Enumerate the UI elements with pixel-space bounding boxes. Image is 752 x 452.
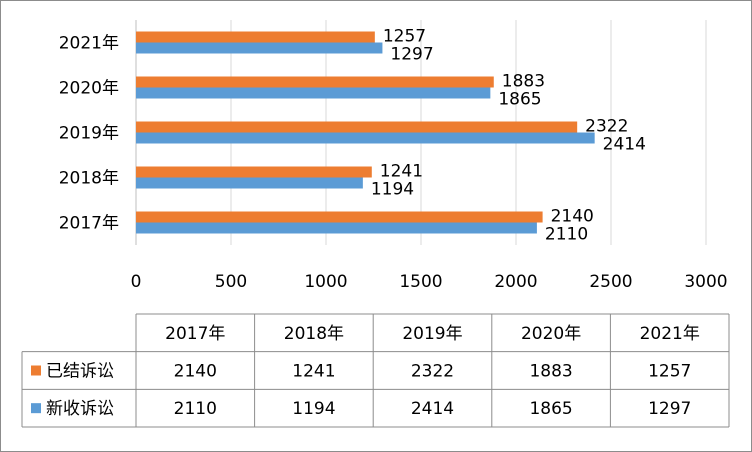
- bar-closed: [136, 166, 372, 178]
- y-tick-label: 2018年: [59, 169, 119, 189]
- table-header-cell: 2021年: [640, 324, 700, 344]
- x-tick-label: 500: [215, 272, 247, 292]
- x-tick-label: 3000: [684, 272, 727, 292]
- bar-new: [136, 42, 383, 54]
- data-label: 2322: [585, 117, 628, 137]
- bar-new: [136, 132, 595, 144]
- table-value-cell: 1297: [648, 399, 691, 419]
- table-value-cell: 1865: [529, 399, 572, 419]
- data-label: 1883: [502, 72, 545, 92]
- legend-label: 新收诉讼: [46, 399, 114, 419]
- table-header-cell: 2019年: [402, 324, 462, 344]
- table-value-cell: 1241: [292, 362, 335, 382]
- x-tick-label: 1500: [399, 272, 442, 292]
- table-header-cell: 2017年: [165, 324, 225, 344]
- table-value-cell: 1194: [292, 399, 335, 419]
- x-tick-label: 1000: [304, 272, 347, 292]
- data-label: 1241: [380, 162, 423, 182]
- bar-new: [136, 87, 491, 99]
- data-label: 2140: [551, 207, 594, 227]
- x-tick-label: 0: [131, 272, 142, 292]
- table-value-cell: 1883: [529, 362, 572, 382]
- data-label: 1865: [498, 90, 541, 110]
- data-label: 2110: [545, 225, 588, 245]
- legend-label: 已结诉讼: [46, 362, 114, 382]
- y-tick-label: 2021年: [59, 34, 119, 54]
- table-header-cell: 2018年: [284, 324, 344, 344]
- legend-key: [31, 403, 41, 414]
- legend-key: [31, 365, 41, 376]
- y-tick-label: 2019年: [59, 124, 119, 144]
- table-value-cell: 2322: [411, 362, 454, 382]
- bar-closed: [136, 76, 494, 88]
- data-label: 1194: [371, 180, 414, 200]
- data-label: 2414: [603, 135, 646, 155]
- y-tick-label: 2020年: [59, 79, 119, 99]
- bar-new: [136, 222, 537, 234]
- table-value-cell: 2140: [174, 362, 217, 382]
- bar-closed: [136, 121, 578, 133]
- table-value-cell: 1257: [648, 362, 691, 382]
- data-label: 1297: [390, 45, 433, 65]
- y-tick-label: 2017年: [59, 214, 119, 234]
- bar-closed: [136, 31, 375, 43]
- table-value-cell: 2414: [411, 399, 454, 419]
- x-tick-label: 2500: [589, 272, 632, 292]
- bar-new: [136, 177, 363, 189]
- data-label: 1257: [383, 27, 426, 47]
- table-value-cell: 2110: [174, 399, 217, 419]
- bar-closed: [136, 211, 543, 223]
- table-header-cell: 2020年: [521, 324, 581, 344]
- x-tick-label: 2000: [494, 272, 537, 292]
